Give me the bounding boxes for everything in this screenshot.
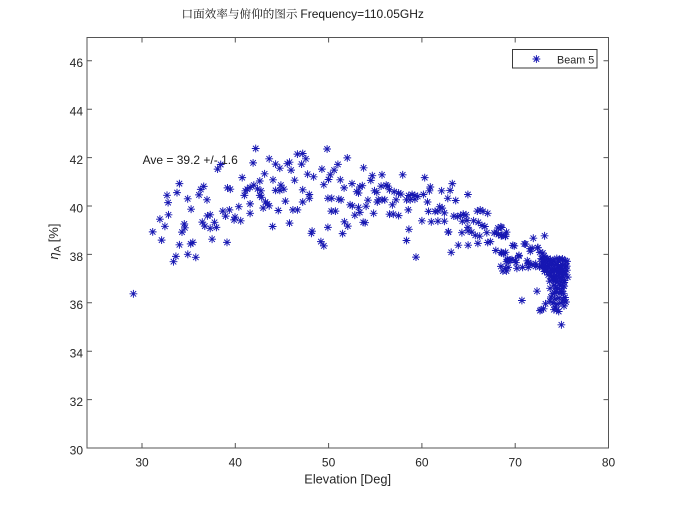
svg-text:40: 40 xyxy=(229,455,243,469)
svg-text:46: 46 xyxy=(70,56,84,70)
svg-text:38: 38 xyxy=(70,250,84,264)
svg-text:50: 50 xyxy=(322,455,336,469)
svg-text:34: 34 xyxy=(70,347,84,361)
svg-text:Beam 5: Beam 5 xyxy=(557,55,594,67)
svg-text:Elevation [Deg]: Elevation [Deg] xyxy=(304,472,391,487)
svg-text:32: 32 xyxy=(70,395,84,409)
svg-text:ηA [%]: ηA [%] xyxy=(46,224,64,260)
svg-text:70: 70 xyxy=(509,455,523,469)
svg-text:Ave = 39.2 +/- 1.6: Ave = 39.2 +/- 1.6 xyxy=(143,153,239,167)
svg-text:30: 30 xyxy=(70,443,84,457)
svg-text:Frequency=110.05GHz: Frequency=110.05GHz xyxy=(300,7,424,21)
svg-text:42: 42 xyxy=(70,153,84,167)
svg-text:60: 60 xyxy=(415,455,429,469)
svg-text:80: 80 xyxy=(602,455,616,469)
svg-text:36: 36 xyxy=(70,298,84,312)
svg-text:30: 30 xyxy=(135,455,149,469)
svg-text:40: 40 xyxy=(70,201,84,215)
svg-text:44: 44 xyxy=(70,105,84,119)
